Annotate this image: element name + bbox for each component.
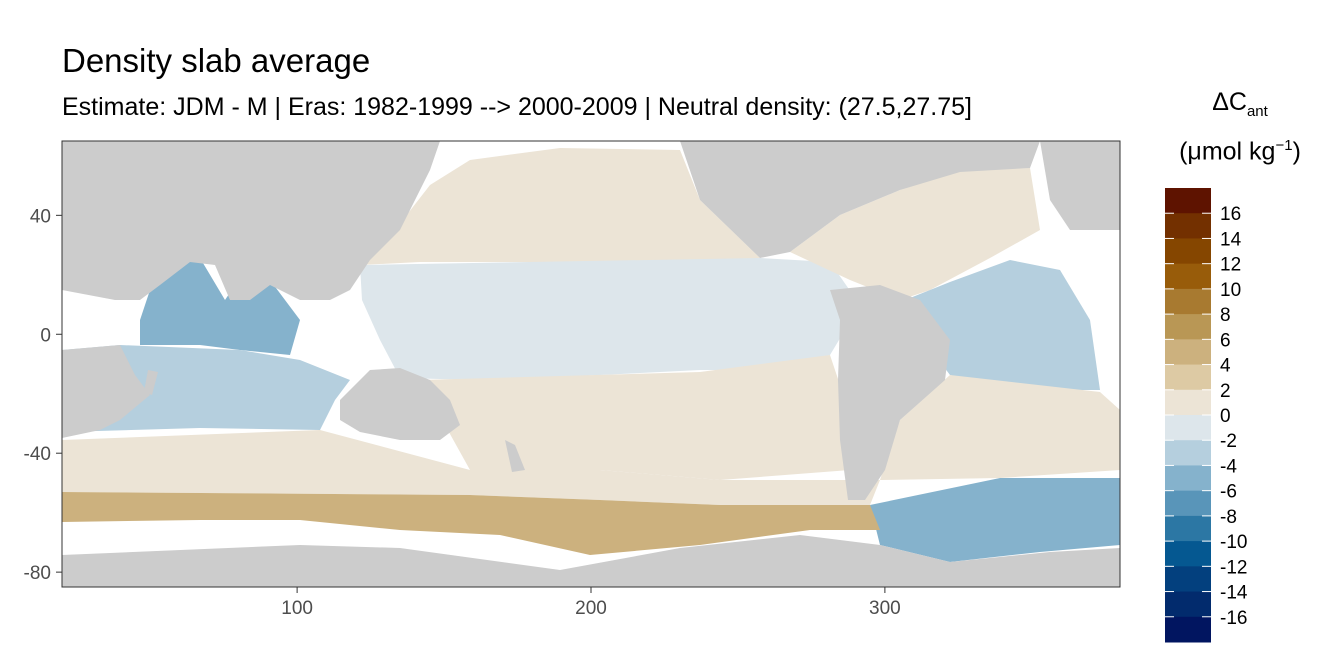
- legend-label: -14: [1220, 583, 1248, 604]
- region-north-atlantic: [790, 168, 1040, 300]
- land-madagascar: [144, 370, 158, 395]
- legend-color-bin: [1165, 314, 1211, 340]
- legend-label: 12: [1220, 255, 1241, 276]
- legend-color-bin: [1165, 566, 1211, 593]
- land-africa-south: [62, 345, 150, 438]
- legend-color-bin: [1165, 541, 1211, 567]
- legend-label: 6: [1220, 330, 1231, 351]
- legend-color-bin: [1165, 288, 1211, 315]
- legend-label: -6: [1220, 482, 1237, 503]
- land-masses: [62, 141, 1120, 587]
- legend-color-bin: [1165, 515, 1211, 542]
- land-greenland: [1040, 141, 1120, 230]
- land-north-america: [680, 141, 1040, 258]
- land-africa-eurasia: [62, 141, 440, 300]
- legend-unit: (μmol kg−1): [1150, 137, 1330, 166]
- legend-label: 8: [1220, 305, 1231, 326]
- legend-label: 10: [1220, 280, 1241, 301]
- legend-title: ΔCant: [1150, 88, 1330, 120]
- region-tropical-atlantic: [905, 260, 1100, 390]
- legend-color-bin: [1165, 389, 1211, 416]
- legend-color-bin: [1165, 188, 1211, 214]
- y-axis: 40 0 -40 -80: [24, 206, 62, 584]
- y-tick-label: 0: [40, 325, 51, 346]
- y-tick-label: 40: [30, 206, 51, 227]
- legend-label: 0: [1220, 406, 1231, 427]
- legend-color-bin: [1165, 238, 1211, 265]
- legend-label: 16: [1220, 204, 1241, 225]
- legend-label: -4: [1220, 456, 1237, 477]
- legend-unit-superscript: −1: [1275, 137, 1293, 154]
- legend-label: 2: [1220, 381, 1231, 402]
- x-tick-label: 200: [575, 598, 607, 619]
- legend-label: -12: [1220, 557, 1247, 578]
- legend-color-bin: [1165, 465, 1211, 492]
- legend-color-bin: [1165, 591, 1211, 618]
- legend-label: -16: [1220, 608, 1247, 629]
- legend-label: -10: [1220, 532, 1247, 553]
- legend-color-bin: [1165, 364, 1211, 391]
- x-tick-label: 300: [869, 598, 901, 619]
- x-axis: 100 200 300: [281, 587, 901, 619]
- chart-title: Density slab average: [62, 42, 371, 79]
- y-tick-label: -40: [24, 444, 51, 465]
- legend-label: 4: [1220, 356, 1231, 377]
- y-tick-label: -80: [24, 563, 51, 584]
- map-panel: [62, 141, 1120, 587]
- legend-color-bin: [1165, 213, 1211, 239]
- legend-color-bin: [1165, 415, 1211, 441]
- region-southern-ocean-atlantic: [870, 478, 1120, 562]
- legend-color-bin: [1165, 440, 1211, 466]
- legend-title-subscript: ant: [1246, 103, 1268, 120]
- legend-label: 14: [1220, 229, 1242, 250]
- chart-subtitle: Estimate: JDM - M | Eras: 1982-1999 --> …: [62, 93, 972, 121]
- legend-colorbar: 16 14 12 10 8 6 4 2 0 -2 -4 -6 -8 -10 -12 -14 -16: [1165, 188, 1248, 643]
- region-north-pacific: [360, 148, 760, 265]
- land-antarctica: [62, 535, 1120, 587]
- region-southern-indian: [62, 345, 350, 432]
- region-southern-ocean-indo-pacific: [62, 430, 880, 505]
- legend-label: -8: [1220, 507, 1237, 528]
- legend-color-bin: [1165, 339, 1211, 366]
- x-tick-label: 100: [281, 598, 313, 619]
- legend-unit-prefix: (μmol kg: [1179, 137, 1276, 166]
- region-south-atlantic: [880, 375, 1120, 480]
- land-new-zealand: [505, 440, 525, 472]
- legend-label: -2: [1220, 431, 1237, 452]
- legend-color-bin: [1165, 490, 1211, 517]
- legend-title-symbol: ΔC: [1212, 88, 1247, 116]
- land-australia: [340, 368, 460, 440]
- legend-color-bin: [1165, 263, 1211, 290]
- region-antarctic-margin: [62, 492, 880, 555]
- legend-color-bin: [1165, 616, 1211, 643]
- region-south-pacific: [420, 355, 850, 480]
- land-south-america: [830, 285, 950, 500]
- region-equatorial-pacific: [360, 258, 860, 380]
- legend-unit-suffix: ): [1292, 137, 1301, 166]
